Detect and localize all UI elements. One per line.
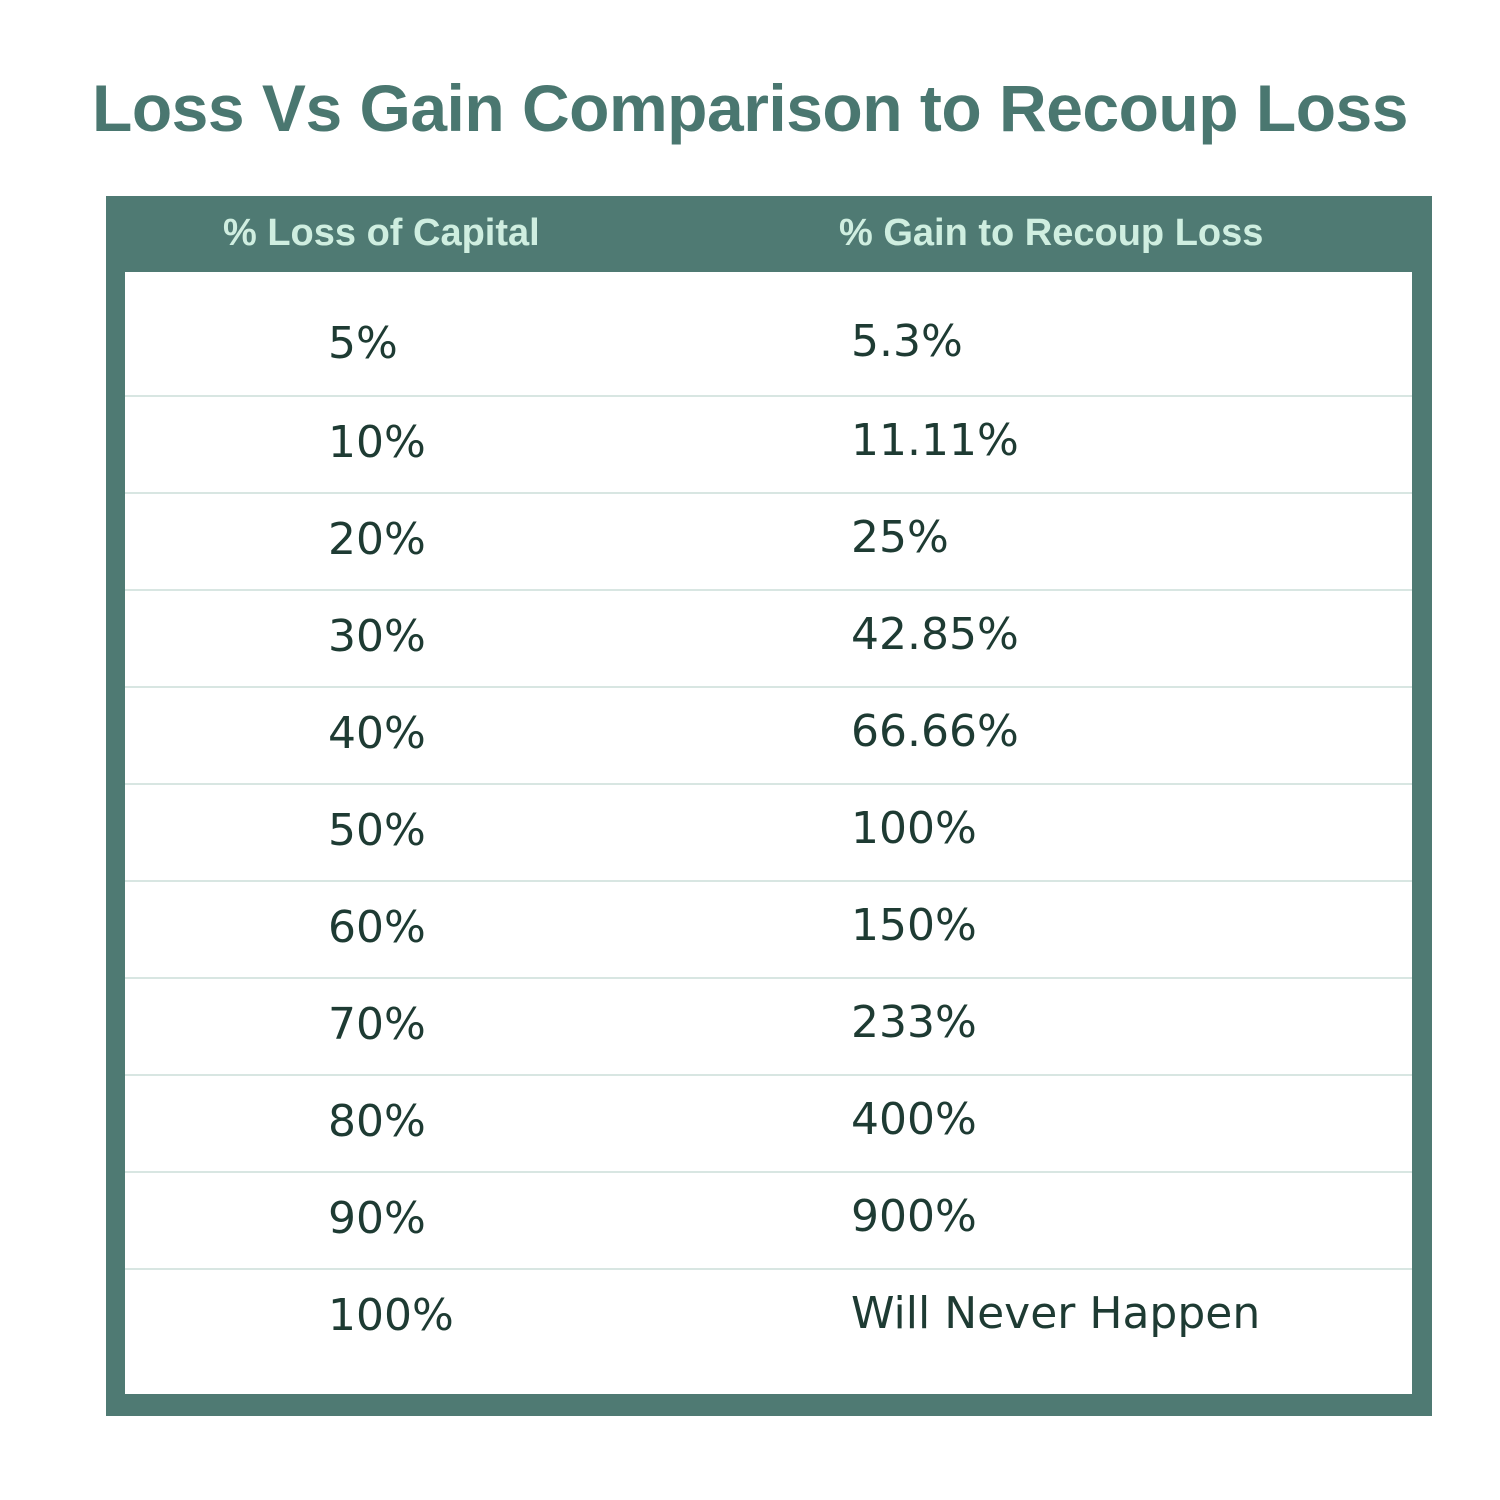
loss-cell: 20%: [328, 514, 426, 565]
table-header: % Loss of Capital % Gain to Recoup Loss: [106, 196, 1432, 274]
loss-cell: 10%: [328, 417, 426, 468]
loss-cell: 70%: [328, 999, 426, 1050]
loss-cell: 60%: [328, 902, 426, 953]
table-row: 90% 900%: [125, 1171, 1412, 1268]
loss-cell: 5%: [328, 318, 398, 369]
table-row: 100% Will Never Happen: [125, 1268, 1412, 1365]
table-row: 70% 233%: [125, 977, 1412, 1074]
table-row: 60% 150%: [125, 880, 1412, 977]
gain-cell: 11.11%: [851, 415, 1019, 466]
page-title: Loss Vs Gain Comparison to Recoup Loss: [92, 71, 1408, 145]
gain-cell: Will Never Happen: [851, 1288, 1261, 1339]
gain-cell: 42.85%: [851, 609, 1019, 660]
gain-cell: 5.3%: [851, 316, 963, 367]
gain-cell: 100%: [851, 803, 977, 854]
table-row: 20% 25%: [125, 492, 1412, 589]
table-row: 40% 66.66%: [125, 686, 1412, 783]
gain-cell: 150%: [851, 900, 977, 951]
column-header-gain: % Gain to Recoup Loss: [839, 212, 1264, 254]
loss-cell: 90%: [328, 1193, 426, 1244]
gain-cell: 400%: [851, 1094, 977, 1145]
loss-cell: 100%: [328, 1290, 454, 1341]
loss-cell: 80%: [328, 1096, 426, 1147]
loss-cell: 40%: [328, 708, 426, 759]
column-header-loss: % Loss of Capital: [223, 212, 540, 254]
comparison-table: % Loss of Capital % Gain to Recoup Loss …: [106, 196, 1432, 1416]
table-row: 10% 11.11%: [125, 395, 1412, 492]
table-row: 30% 42.85%: [125, 589, 1412, 686]
gain-cell: 900%: [851, 1191, 977, 1242]
gain-cell: 66.66%: [851, 706, 1019, 757]
table-row: 50% 100%: [125, 783, 1412, 880]
loss-cell: 50%: [328, 805, 426, 856]
gain-cell: 233%: [851, 997, 977, 1048]
table-body: 5% 5.3% 10% 11.11% 20% 25% 30% 42.85% 40% 66.66% 5…: [125, 272, 1412, 1394]
loss-cell: 30%: [328, 611, 426, 662]
table-row: 80% 400%: [125, 1074, 1412, 1171]
table-row: 5% 5.3%: [125, 298, 1412, 395]
gain-cell: 25%: [851, 512, 949, 563]
